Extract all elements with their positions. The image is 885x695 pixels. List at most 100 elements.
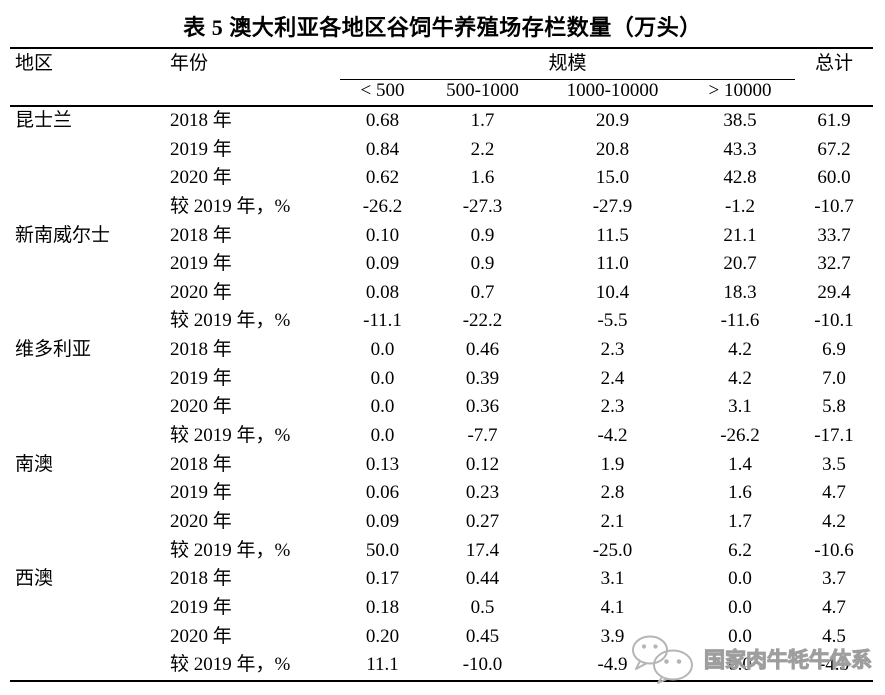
value-cell: 38.5 (723, 110, 757, 131)
table-row: 2020 年 0.20 0.45 3.9 0.0 4.5 (10, 623, 873, 652)
value-cell: 5.8 (822, 396, 846, 418)
region-cell: 新南威尔士 (15, 224, 111, 246)
value-cell: 0.62 (365, 167, 400, 189)
value-cell: 11.0 (596, 253, 629, 275)
value-cell: 61.9 (817, 110, 851, 131)
year-cell: 较 2019 年，% (170, 195, 291, 217)
value-cell: 3.1 (728, 396, 752, 418)
region-cell: 南澳 (15, 453, 54, 475)
table-body: 昆士兰 2018 年 0.68 1.7 20.9 38.5 61.9 2019 年 0.84 2.… (10, 107, 873, 680)
value-cell: -25.0 (592, 539, 633, 561)
value-cell: 21.1 (723, 224, 757, 246)
table-row: 较 2019 年，% -26.2 -27.3 -27.9 -1.2 -10.7 (10, 193, 873, 222)
value-cell: -27.9 (592, 195, 633, 217)
value-cell: 3.5 (822, 453, 846, 475)
year-cell: 较 2019 年，% (170, 310, 291, 332)
value-cell: 3.9 (600, 625, 625, 647)
region-cell (10, 594, 165, 623)
value-cell: 0.20 (365, 625, 400, 647)
value-cell: 0.9 (470, 224, 495, 246)
value-cell: 2.3 (600, 339, 625, 361)
value-cell: 50.0 (365, 539, 400, 561)
table-row: 较 2019 年，% 0.0 -7.7 -4.2 -26.2 -17.1 (10, 422, 873, 451)
value-cell: -5.5 (597, 310, 628, 332)
region-cell: 维多利亚 (15, 339, 92, 361)
table-row: 较 2019 年，% 50.0 17.4 -25.0 6.2 -10.6 (10, 537, 873, 566)
region-cell: 昆士兰 (15, 110, 73, 131)
year-cell: 2019 年 (170, 482, 232, 504)
year-cell: 2018 年 (170, 568, 232, 590)
table-row: 2019 年 0.0 0.39 2.4 4.2 7.0 (10, 365, 873, 394)
value-cell: 4.7 (822, 596, 846, 618)
value-cell: 0.45 (465, 625, 500, 647)
header-bin-gt10000: > 10000 (708, 80, 772, 101)
year-cell: 2020 年 (170, 167, 232, 189)
value-cell: 15.0 (595, 167, 630, 189)
value-cell: 0.23 (465, 482, 500, 504)
value-cell: 0.17 (365, 568, 400, 590)
value-cell: 17.4 (465, 539, 500, 561)
region-cell (10, 393, 165, 422)
value-cell: 11.5 (596, 224, 629, 246)
table-row: 新南威尔士 2018 年 0.10 0.9 11.5 21.1 33.7 (10, 222, 873, 251)
header-row-main: 地区 年份 规模 总计 (10, 49, 873, 80)
year-cell: 2018 年 (170, 339, 232, 361)
value-cell: 18.3 (723, 281, 757, 303)
value-cell: -26.2 (720, 425, 760, 447)
value-cell: 4.2 (822, 510, 846, 532)
value-cell: -10.1 (814, 310, 854, 332)
value-cell: 2.4 (600, 367, 625, 389)
value-cell: 1.6 (728, 482, 752, 504)
region-cell (10, 164, 165, 193)
value-cell: 4.2 (728, 339, 752, 361)
value-cell: 0.0 (728, 654, 752, 676)
value-cell: -4.3 (818, 654, 850, 676)
value-cell: 0.46 (465, 339, 500, 361)
value-cell: -27.3 (462, 195, 503, 217)
value-cell: 2.2 (470, 138, 495, 160)
value-cell: -1.2 (724, 195, 756, 217)
value-cell: 60.0 (817, 167, 851, 189)
value-cell: 6.2 (728, 539, 752, 561)
table-row: 昆士兰 2018 年 0.68 1.7 20.9 38.5 61.9 (10, 107, 873, 136)
value-cell: 2.3 (600, 396, 625, 418)
value-cell: 1.7 (728, 510, 752, 532)
value-cell: 10.4 (595, 281, 630, 303)
year-cell: 2019 年 (170, 596, 232, 618)
value-cell: 1.7 (470, 110, 495, 131)
value-cell: 0.0 (370, 367, 395, 389)
value-cell: 0.5 (470, 596, 495, 618)
value-cell: 1.4 (728, 453, 752, 475)
value-cell: 0.27 (465, 510, 500, 532)
header-bin-lt500: < 500 (360, 80, 405, 101)
value-cell: 0.44 (465, 568, 500, 590)
year-cell: 较 2019 年，% (170, 425, 291, 447)
value-cell: 0.7 (470, 281, 495, 303)
year-cell: 较 2019 年，% (170, 654, 291, 676)
header-row-bins: < 500 500-1000 1000-10000 > 10000 (10, 79, 873, 105)
value-cell: 4.7 (822, 482, 846, 504)
value-cell: 32.7 (817, 253, 851, 275)
table-row: 2019 年 0.09 0.9 11.0 20.7 32.7 (10, 250, 873, 279)
value-cell: 0.39 (465, 367, 500, 389)
value-cell: 0.09 (365, 510, 400, 532)
data-table: 地区 年份 规模 总计 < 500 500-1000 1000-10000 > … (10, 47, 873, 682)
value-cell: 2.1 (600, 510, 625, 532)
table-row: 2019 年 0.06 0.23 2.8 1.6 4.7 (10, 479, 873, 508)
value-cell: -22.2 (462, 310, 503, 332)
value-cell: -10.7 (814, 195, 854, 217)
value-cell: 0.0 (370, 425, 395, 447)
year-cell: 2020 年 (170, 396, 232, 418)
region-cell (10, 651, 165, 680)
value-cell: -7.7 (467, 425, 498, 447)
table-row: 维多利亚 2018 年 0.0 0.46 2.3 4.2 6.9 (10, 336, 873, 365)
value-cell: -26.2 (362, 195, 403, 217)
value-cell: 0.10 (365, 224, 400, 246)
value-cell: -4.2 (597, 425, 628, 447)
table-header: 地区 年份 规模 总计 < 500 500-1000 1000-10000 > … (10, 49, 873, 107)
value-cell: 29.4 (817, 281, 851, 303)
table-row: 2020 年 0.08 0.7 10.4 18.3 29.4 (10, 279, 873, 308)
region-cell (10, 422, 165, 451)
value-cell: 6.9 (822, 339, 846, 361)
value-cell: 0.0 (728, 596, 752, 618)
